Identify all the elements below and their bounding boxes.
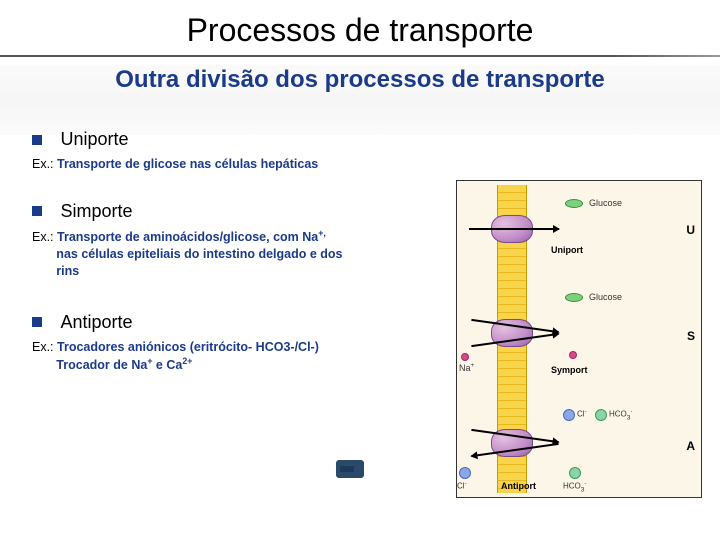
transport-diagram: Glucose Uniport U Glucose Na+ Symport S … [456,180,702,498]
item-label: Simporte [60,201,132,221]
example-text: Transporte de glicose nas células hepáti… [57,157,318,171]
bullet-icon [32,317,42,327]
label-na: Na+ [459,362,474,373]
label-cl: Cl- [577,409,586,419]
arrow-uniport [469,228,559,230]
bullet-icon [32,206,42,216]
glucose-molecule [565,199,583,208]
glucose-molecule [565,293,583,302]
item-simporte: Simporte [32,201,432,222]
cl-molecule [563,409,575,421]
media-icon[interactable] [336,460,364,478]
example-uniporte: Ex.: Transporte de glicose nas células h… [32,156,432,173]
bullet-icon [32,135,42,145]
label-uniport: Uniport [551,245,583,255]
na-molecule [569,351,577,359]
example-antiporte: Ex.: Trocadores aniónicos (eritrócito- H… [32,339,432,374]
example-simporte: Ex.: Transporte de aminoácidos/glicose, … [32,228,432,280]
label-glucose: Glucose [589,198,622,208]
label-hco3: HCO3- [563,481,586,493]
slide-title: Processos de transporte [0,0,720,55]
item-antiporte: Antiporte [32,312,432,333]
example-prefix: Ex.: [32,157,54,171]
letter-a: A [686,439,695,453]
item-label: Uniporte [60,129,128,149]
na-molecule [461,353,469,361]
label-symport: Symport [551,365,588,375]
label-hco3: HCO3- [609,409,632,421]
letter-u: U [686,223,695,237]
letter-s: S [687,329,695,343]
hco3-molecule [569,467,581,479]
item-label: Antiporte [60,312,132,332]
cl-molecule [459,467,471,479]
example-text: Trocadores aniónicos (eritrócito- HCO3-/… [32,340,319,372]
hco3-molecule [595,409,607,421]
label-glucose: Glucose [589,292,622,302]
example-prefix: Ex.: [32,230,54,244]
label-antiport: Antiport [501,481,536,491]
item-uniporte: Uniporte [32,129,432,150]
example-prefix: Ex.: [32,340,54,354]
slide-subtitle: Outra divisão dos processos de transport… [0,57,720,115]
text-content: Uniporte Ex.: Transporte de glicose nas … [32,129,432,374]
example-text: Transporte de aminoácidos/glicose, com N… [32,230,343,278]
label-cl: Cl- [457,481,466,491]
